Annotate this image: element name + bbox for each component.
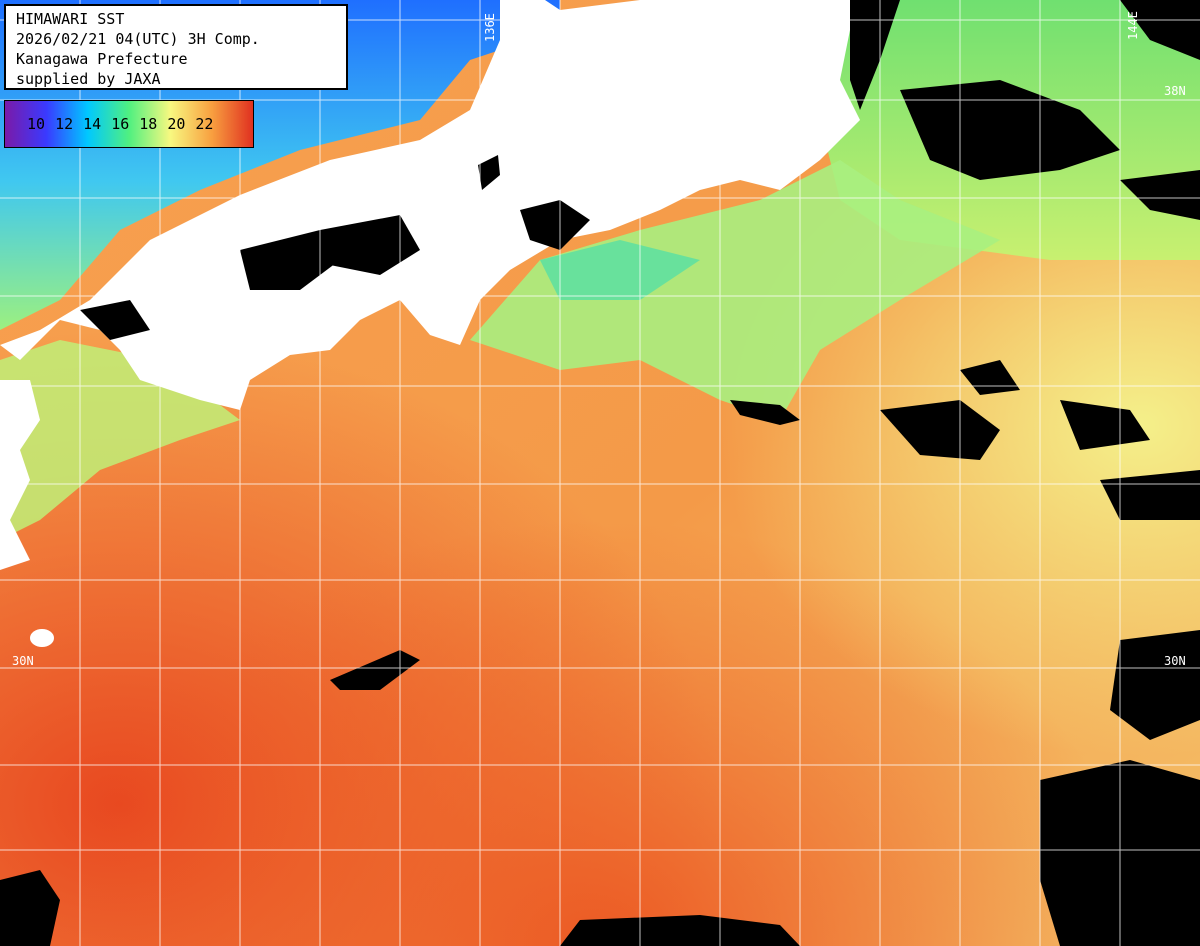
temperature-legend: 10 12 14 16 18 20 22	[4, 100, 254, 148]
lat-label-38n: 38N	[1164, 84, 1186, 98]
legend-value: 10	[27, 115, 46, 133]
legend-value: 12	[55, 115, 74, 133]
lat-label-30n-east: 30N	[1164, 654, 1186, 668]
legend-color-bar	[5, 101, 253, 147]
cool-water-coast	[470, 160, 1000, 420]
cool-water-bay	[540, 240, 700, 300]
land-island	[30, 629, 54, 647]
legend-value: 22	[195, 115, 214, 133]
legend-value: 14	[83, 115, 102, 133]
land-shikoku	[140, 280, 300, 350]
caption-title: HIMAWARI SST	[16, 10, 125, 28]
lon-label-144e: 144E	[1126, 11, 1140, 40]
land-kyushu	[0, 380, 40, 570]
lat-label-30n-west: 30N	[12, 654, 34, 668]
caption-region: Kanagawa Prefecture	[16, 50, 188, 68]
legend-value: 16	[111, 115, 130, 133]
caption-credit: supplied by JAXA	[16, 70, 161, 88]
caption-datetime: 2026/02/21 04(UTC) 3H Comp.	[16, 30, 260, 48]
legend-value: 18	[139, 115, 158, 133]
legend-labels: 10 12 14 16 18 20 22	[27, 115, 213, 133]
legend-value: 20	[167, 115, 186, 133]
caption-box: HIMAWARI SST 2026/02/21 04(UTC) 3H Comp.…	[4, 4, 348, 90]
lon-label-136e: 136E	[483, 13, 497, 42]
